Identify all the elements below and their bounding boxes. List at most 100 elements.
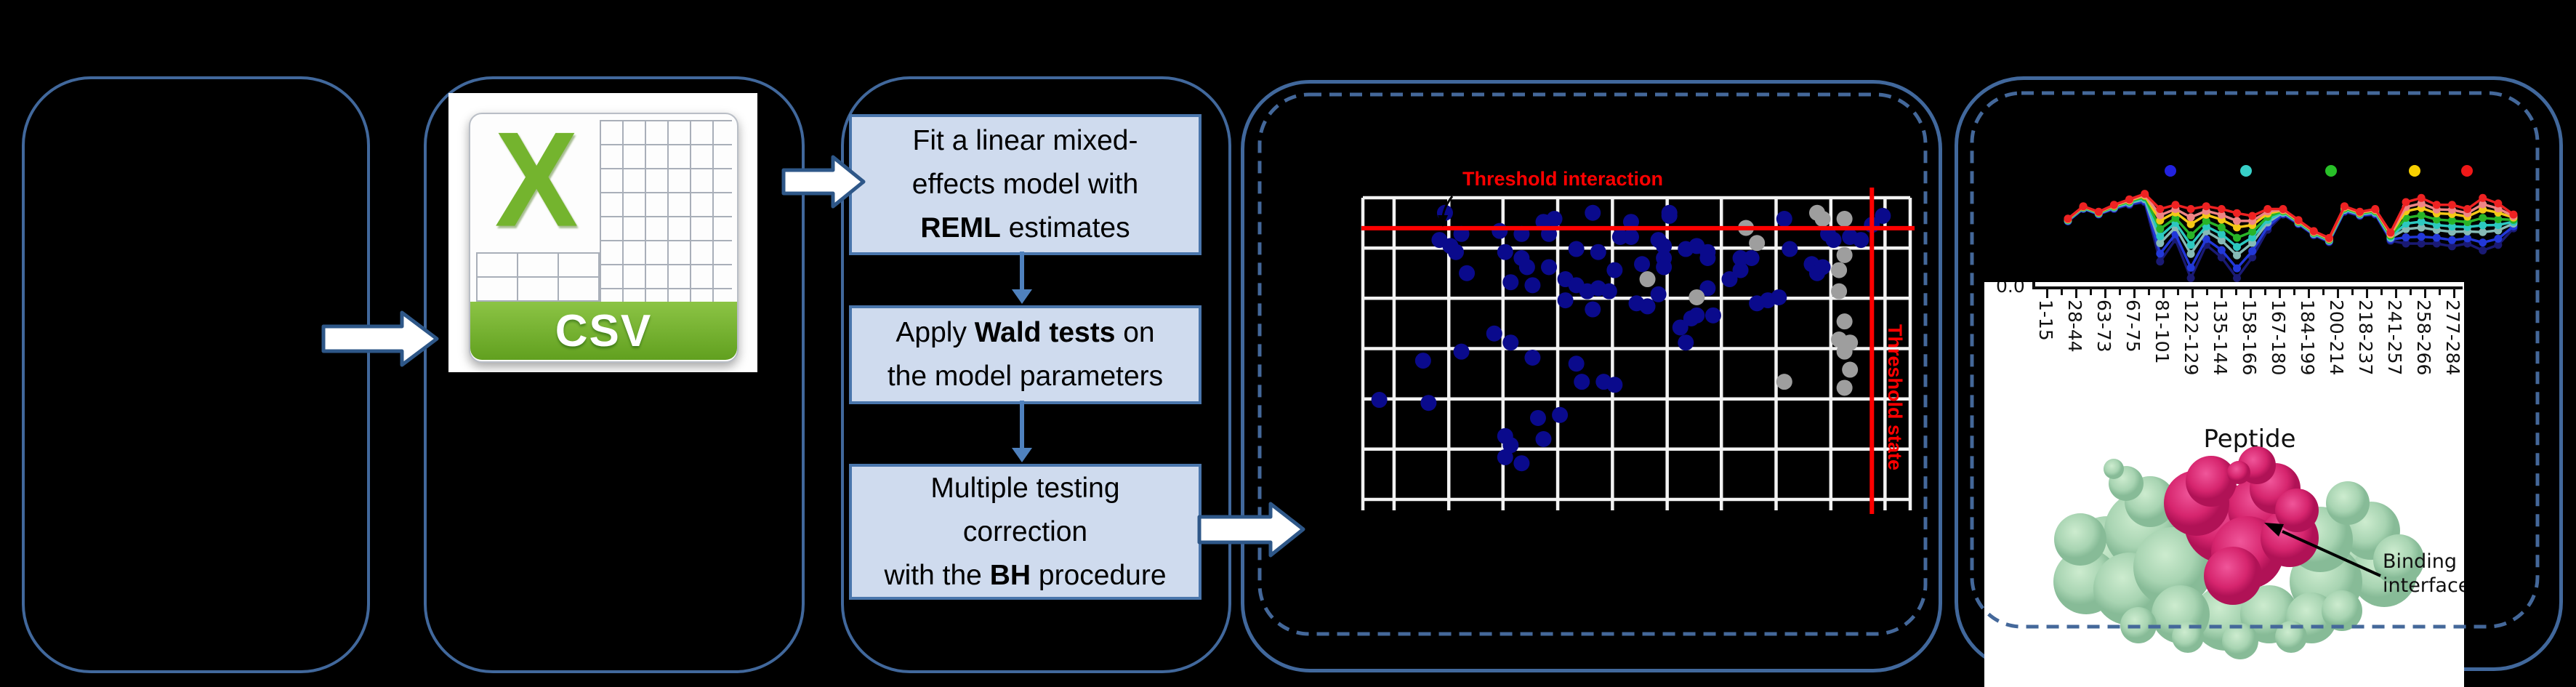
data-point-significant-peptides [1568,355,1585,372]
flow-step-line: correction [962,515,1088,547]
data-point-nonsignificant-peptides [1836,211,1853,228]
marker-timepoint-2 [2463,234,2472,243]
data-point-significant-peptides [1672,319,1689,336]
data-point-nonsignificant-peptides [1814,211,1831,228]
threshold-state-label: Threshold state [1884,324,1906,471]
marker-timepoint-8 [2463,205,2472,213]
data-point-nonsignificant-peptides [1749,235,1766,252]
flow-step-line: Fit a linear mixed- [912,125,1138,156]
marker-timepoint-3 [2479,228,2487,236]
data-point-significant-peptides [1557,292,1574,309]
marker-timepoint-5 [2417,211,2426,220]
marker-timepoint-2 [2186,263,2195,272]
marker-timepoint-8 [2447,201,2456,209]
legend-marker-icon [2165,165,2176,177]
data-point-significant-peptides [1585,204,1601,221]
marker-timepoint-8 [2356,207,2364,216]
flow-step-line: with the BH procedure [884,559,1167,591]
data-point-significant-peptides [1732,262,1749,278]
data-point-significant-peptides [1492,222,1508,239]
spreadsheet-grid-small-icon [476,252,601,302]
flow-step-line: Multiple testing [930,472,1120,504]
data-point-significant-peptides [1552,406,1569,423]
data-point-significant-peptides [1782,241,1798,257]
data-point-significant-peptides [1524,277,1541,294]
csv-banner: CSV [470,302,737,360]
marker-timepoint-8 [2079,202,2088,211]
data-point-significant-peptides [1529,409,1546,426]
marker-timepoint-1 [2233,274,2242,282]
flow-step-line: Apply Wald tests on [895,317,1155,348]
flow-step-line: REML estimates [920,212,1130,244]
marker-timepoint-8 [2309,227,2318,236]
panel-1-border [22,76,370,673]
marker-timepoint-8 [2171,201,2180,209]
data-point-nonsignificant-peptides [1831,262,1848,278]
data-point-significant-peptides [1497,449,1513,465]
flow-step-reml: Fit a linear mixed- effects model with R… [849,114,1202,255]
marker-timepoint-3 [2233,251,2242,260]
data-point-significant-peptides [1606,377,1623,393]
marker-timepoint-5 [2156,225,2165,233]
marker-timepoint-5 [2186,231,2195,240]
scatter-title: Threshold interaction [1462,168,1664,190]
data-point-significant-peptides [1453,343,1470,360]
marker-timepoint-2 [2402,233,2410,241]
line-series-timepoint-3 [2066,197,2514,257]
data-point-significant-peptides [1622,228,1639,245]
marker-timepoint-8 [2109,201,2118,209]
marker-timepoint-2 [2417,233,2426,241]
panel-2-border [424,76,805,673]
marker-timepoint-1 [2479,246,2487,254]
marker-timepoint-8 [2417,193,2426,202]
data-point-significant-peptides [1656,259,1673,276]
marker-timepoint-2 [2217,246,2226,254]
flow-step-line: effects model with [911,169,1139,200]
binding-interface-label: Binding interface [2383,550,2464,597]
marker-timepoint-8 [2233,209,2242,217]
data-point-significant-peptides [1414,353,1431,369]
data-point-significant-peptides [1497,244,1513,260]
marker-timepoint-2 [2156,249,2165,258]
marker-timepoint-8 [2248,212,2257,220]
data-point-significant-peptides [1502,274,1519,291]
data-point-significant-peptides [1661,204,1678,221]
marker-timepoint-3 [2186,249,2195,258]
peptide-plot-image: 0.0 1-15 28-44 63-73 67-75 81-101 122-129 135-… [1984,282,2464,687]
data-point-significant-peptides [1875,207,1891,224]
marker-timepoint-8 [2094,207,2103,216]
marker-timepoint-7 [2186,213,2195,222]
data-point-significant-peptides [1853,232,1869,249]
marker-timepoint-8 [2432,201,2441,209]
excel-x-icon: X [494,104,579,255]
marker-timepoint-8 [2494,199,2503,208]
marker-timepoint-2 [2233,264,2242,273]
csv-card: X CSV [469,107,738,363]
marker-timepoint-4 [2233,243,2242,252]
data-point-significant-peptides [1371,392,1388,409]
marker-timepoint-2 [2248,246,2257,255]
csv-label: CSV [555,305,653,356]
marker-timepoint-6 [2186,220,2195,228]
marker-timepoint-1 [2186,274,2195,282]
data-point-significant-peptides [1699,250,1716,266]
spreadsheet-grid-icon [600,120,732,302]
data-point-significant-peptides [1486,325,1502,342]
data-point-significant-peptides [1459,265,1476,281]
data-point-significant-peptides [1650,286,1667,302]
data-point-significant-peptides [1678,334,1694,351]
data-point-significant-peptides [1689,307,1705,324]
data-point-significant-peptides [1704,307,1721,324]
data-point-nonsignificant-peptides [1836,343,1853,360]
data-point-nonsignificant-peptides [1689,289,1705,305]
marker-timepoint-5 [2233,233,2242,242]
marker-timepoint-8 [2386,228,2395,237]
panel-3-border [841,76,1231,673]
marker-timepoint-8 [2279,205,2287,213]
marker-timepoint-1 [2156,257,2165,266]
uptake-line-chart [2064,190,2518,282]
data-point-significant-peptides [1502,334,1519,351]
data-point-significant-peptides [1825,232,1842,249]
data-point-significant-peptides [1574,374,1590,390]
marker-timepoint-4 [2186,241,2195,249]
